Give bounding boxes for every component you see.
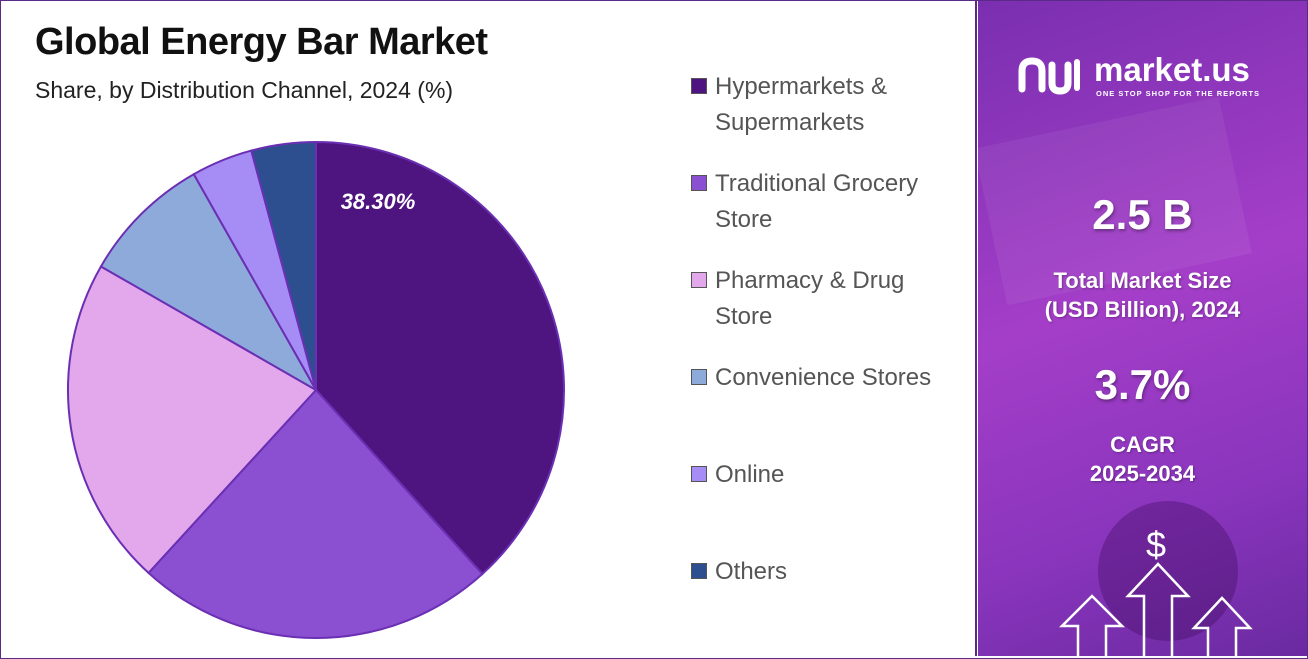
dollar-icon: $ xyxy=(1146,524,1167,565)
pie-slice-others xyxy=(250,140,317,391)
market-size-value: 2.5 B xyxy=(1092,191,1193,238)
legend-item: Hypermarkets & Supermarkets xyxy=(691,69,971,141)
pie-slice-pharmacy-drug-store xyxy=(67,265,318,575)
pie-slice-traditional-grocery-store xyxy=(147,388,484,639)
legend-swatch xyxy=(691,272,707,288)
legend-label: Online xyxy=(715,461,785,488)
legend-swatch xyxy=(691,78,707,94)
logo-tagline: ONE STOP SHOP FOR THE REPORTS xyxy=(1096,89,1261,98)
pie-data-label: 38.30% xyxy=(341,189,416,214)
cagr-value: 3.7% xyxy=(1094,361,1191,408)
pie-chart: 38.30% xyxy=(67,140,565,639)
background-decoration xyxy=(1098,501,1238,641)
legend-item: Online xyxy=(691,457,971,493)
legend-label: Pharmacy & Drug Store xyxy=(715,267,905,330)
cagr-label-line2: 2025-2034 xyxy=(1089,461,1196,486)
brand-logo: market.us ONE STOP SHOP FOR THE REPORTS xyxy=(1018,51,1288,101)
pie-slice-hypermarkets-supermarkets xyxy=(315,140,565,576)
up-arrow-icon xyxy=(1058,562,1253,656)
legend-swatch xyxy=(691,466,707,482)
market-size-label-line1: Total Market Size xyxy=(1053,268,1232,293)
legend-swatch xyxy=(691,175,707,191)
pie-slice-convenience-stores xyxy=(99,172,319,393)
legend-swatch xyxy=(691,369,707,385)
legend-item: Others xyxy=(691,554,971,590)
legend-item: Traditional Grocery Store xyxy=(691,166,971,238)
chart-title: Global Energy Bar Market xyxy=(35,21,488,63)
legend-swatch xyxy=(691,563,707,579)
stats-sidebar: market.us ONE STOP SHOP FOR THE REPORTS … xyxy=(978,1,1307,656)
logo-mark-icon xyxy=(1018,57,1080,95)
chart-panel: Global Energy Bar Market Share, by Distr… xyxy=(1,1,977,656)
market-size-label-line2: (USD Billion), 2024 xyxy=(1044,297,1241,322)
legend-label: Convenience Stores xyxy=(715,364,932,391)
legend-label: Hypermarkets & Supermarkets xyxy=(715,73,888,136)
chart-subtitle: Share, by Distribution Channel, 2024 (%) xyxy=(35,77,454,103)
legend-label: Others xyxy=(715,558,788,585)
logo-text: market.us xyxy=(1094,51,1250,88)
cagr-label-line1: CAGR xyxy=(1110,432,1175,457)
legend-item: Convenience Stores xyxy=(691,360,971,396)
legend-label: Traditional Grocery Store xyxy=(715,170,919,233)
legend-item: Pharmacy & Drug Store xyxy=(691,263,971,335)
